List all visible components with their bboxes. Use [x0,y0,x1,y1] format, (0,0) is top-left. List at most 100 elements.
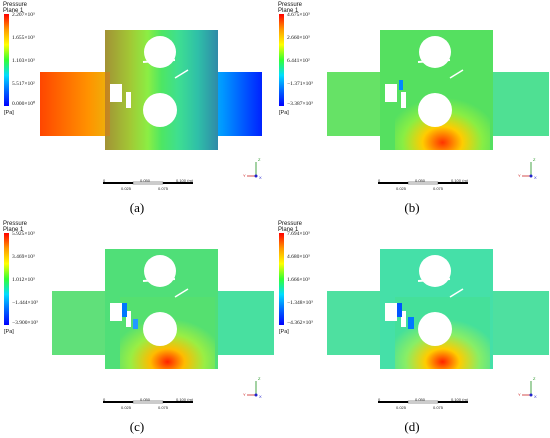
caption: (b) [404,200,420,215]
axis-z-label: Z [258,157,261,162]
upper-hole [419,36,451,68]
color-bar [4,233,9,325]
legend-title-text: Pressure [278,221,303,227]
legend-tick: −4.362×10³ [287,320,313,326]
legend-title: Pressure Plane 1 [3,221,27,233]
legend-tick: 1.655×10³ [12,35,35,41]
axis-x-label: X [259,175,262,180]
scale-label: 0.100 (m) [176,397,194,402]
lower-hole [143,312,177,346]
axis-triad [247,381,258,397]
scale-bar [378,181,468,185]
scale-label: 0 [103,178,106,183]
unit-label: [Pa] [279,110,289,116]
axis-triad [522,381,533,397]
legend-tick: 5.925×10³ [12,231,35,237]
axis-triad [247,162,258,178]
unit-label: [Pa] [4,329,14,335]
legend-tick: 1.103×10³ [12,58,35,64]
legend-tick: −1.348×10³ [287,300,313,306]
contour-plot [52,249,274,404]
scale-label: 0.025 [396,405,407,410]
legend-subtitle: Plane 1 [3,227,24,233]
scale-label: 0.025 [121,405,132,410]
color-bar [279,14,284,106]
panel-a: Pressure Plane 1 2.207×10³ 1.655×10³ 1.1… [0,0,275,219]
legend-tick: 2.207×10³ [12,12,35,18]
scale-bar [103,181,193,185]
scale-label: 0.075 [158,405,169,410]
scale-label: 0.100 (m) [451,397,469,402]
axis-z-label: Z [533,157,536,162]
legend-title-text: Pressure [3,221,28,227]
scale-label: 0.050 [140,397,151,402]
caption: (c) [129,419,145,434]
legend-tick: 1.012×10³ [12,277,35,283]
legend-tick: 0.000×10⁰ [12,101,36,107]
color-bar [279,233,284,325]
upper-hole [419,255,451,287]
axis-z-label: Z [533,376,536,381]
scale-label: 0.025 [121,186,132,191]
lower-hole [418,93,452,127]
axis-x-label: X [534,394,537,399]
scale-label: 0 [103,397,106,402]
legend-title-text: Pressure [3,2,28,8]
unit-label: [Pa] [279,329,289,335]
scale-label: 0.075 [433,186,444,191]
scale-label: 0 [378,178,381,183]
legend-tick: 5.517×10² [12,81,35,87]
axis-y-label: Y [518,173,521,178]
scale-label: 0.100 (m) [451,178,469,183]
axis-x-label: X [534,175,537,180]
legend-tick: 7.694×10³ [287,231,310,237]
upper-hole [144,36,176,68]
scale-label: 0.050 [415,178,426,183]
axis-y-label: Y [243,173,246,178]
axis-triad [522,162,533,178]
legend-tick: 4.680×10³ [287,254,310,260]
legend-title-text: Pressure [278,2,303,8]
legend-tick: 6.441×10² [287,58,310,64]
lower-hole [418,312,452,346]
legend-subtitle: Plane 1 [3,8,24,14]
legend-subtitle: Plane 1 [278,8,299,14]
scale-label: 0.075 [158,186,169,191]
panel-b: Pressure Plane 1 4.675×10³ 2.660×10³ 6.4… [275,0,550,219]
unit-label: [Pa] [4,110,14,116]
axis-y-label: Y [518,392,521,397]
scale-label: 0.050 [140,178,151,183]
legend-title: Pressure Plane 1 [278,221,302,233]
contour-plot [40,30,262,185]
legend-tick: −3.900×10³ [12,320,38,326]
axis-z-label: Z [258,376,261,381]
legend-tick: −3.387×10³ [287,101,313,107]
scale-bar [103,400,193,404]
scale-bar [378,400,468,404]
panel-c: Pressure Plane 1 5.925×10³ 3.469×10³ 1.0… [0,219,275,438]
contour-plot [327,249,549,404]
caption: (d) [404,419,420,434]
contour-plot [327,30,549,185]
legend-tick: 3.469×10³ [12,254,35,260]
upper-hole [144,255,176,287]
scale-label: 0 [378,397,381,402]
legend-tick: 1.666×10³ [287,277,310,283]
legend-tick: −1.371×10³ [287,81,313,87]
legend-title: Pressure Plane 1 [278,2,302,14]
legend-tick: 2.660×10³ [287,35,310,41]
color-bar [4,14,9,106]
scale-label: 0.050 [415,397,426,402]
scale-label: 0.075 [433,405,444,410]
legend-tick: −1.444×10³ [12,300,38,306]
panel-d: Pressure Plane 1 7.694×10³ 4.680×10³ 1.6… [275,219,550,438]
scale-label: 0.100 (m) [176,178,194,183]
legend-title: Pressure Plane 1 [3,2,27,14]
caption: (a) [129,200,145,215]
axis-y-label: Y [243,392,246,397]
legend-subtitle: Plane 1 [278,227,299,233]
lower-hole [143,93,177,127]
axis-x-label: X [259,394,262,399]
legend-tick: 4.675×10³ [287,12,310,18]
scale-label: 0.025 [396,186,407,191]
